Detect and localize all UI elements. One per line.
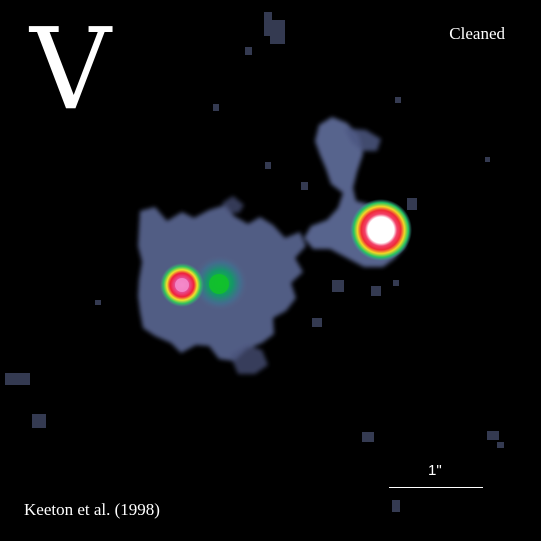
bright-quasar-icon (350, 199, 412, 261)
halo-extension-bottom (230, 345, 268, 374)
noise-speckles (5, 12, 504, 512)
band-label: V (30, 5, 111, 135)
halo-extension-top (222, 196, 244, 213)
citation-label: Keeton et al. (1998) (24, 500, 160, 519)
lensed-image-icon (160, 263, 204, 307)
processing-mode-label: Cleaned (449, 24, 505, 43)
scale-bar-label: 1" (428, 462, 442, 479)
plume-wisp (344, 128, 381, 151)
scale-bar (389, 487, 483, 488)
galaxy-core-icon (192, 255, 248, 311)
